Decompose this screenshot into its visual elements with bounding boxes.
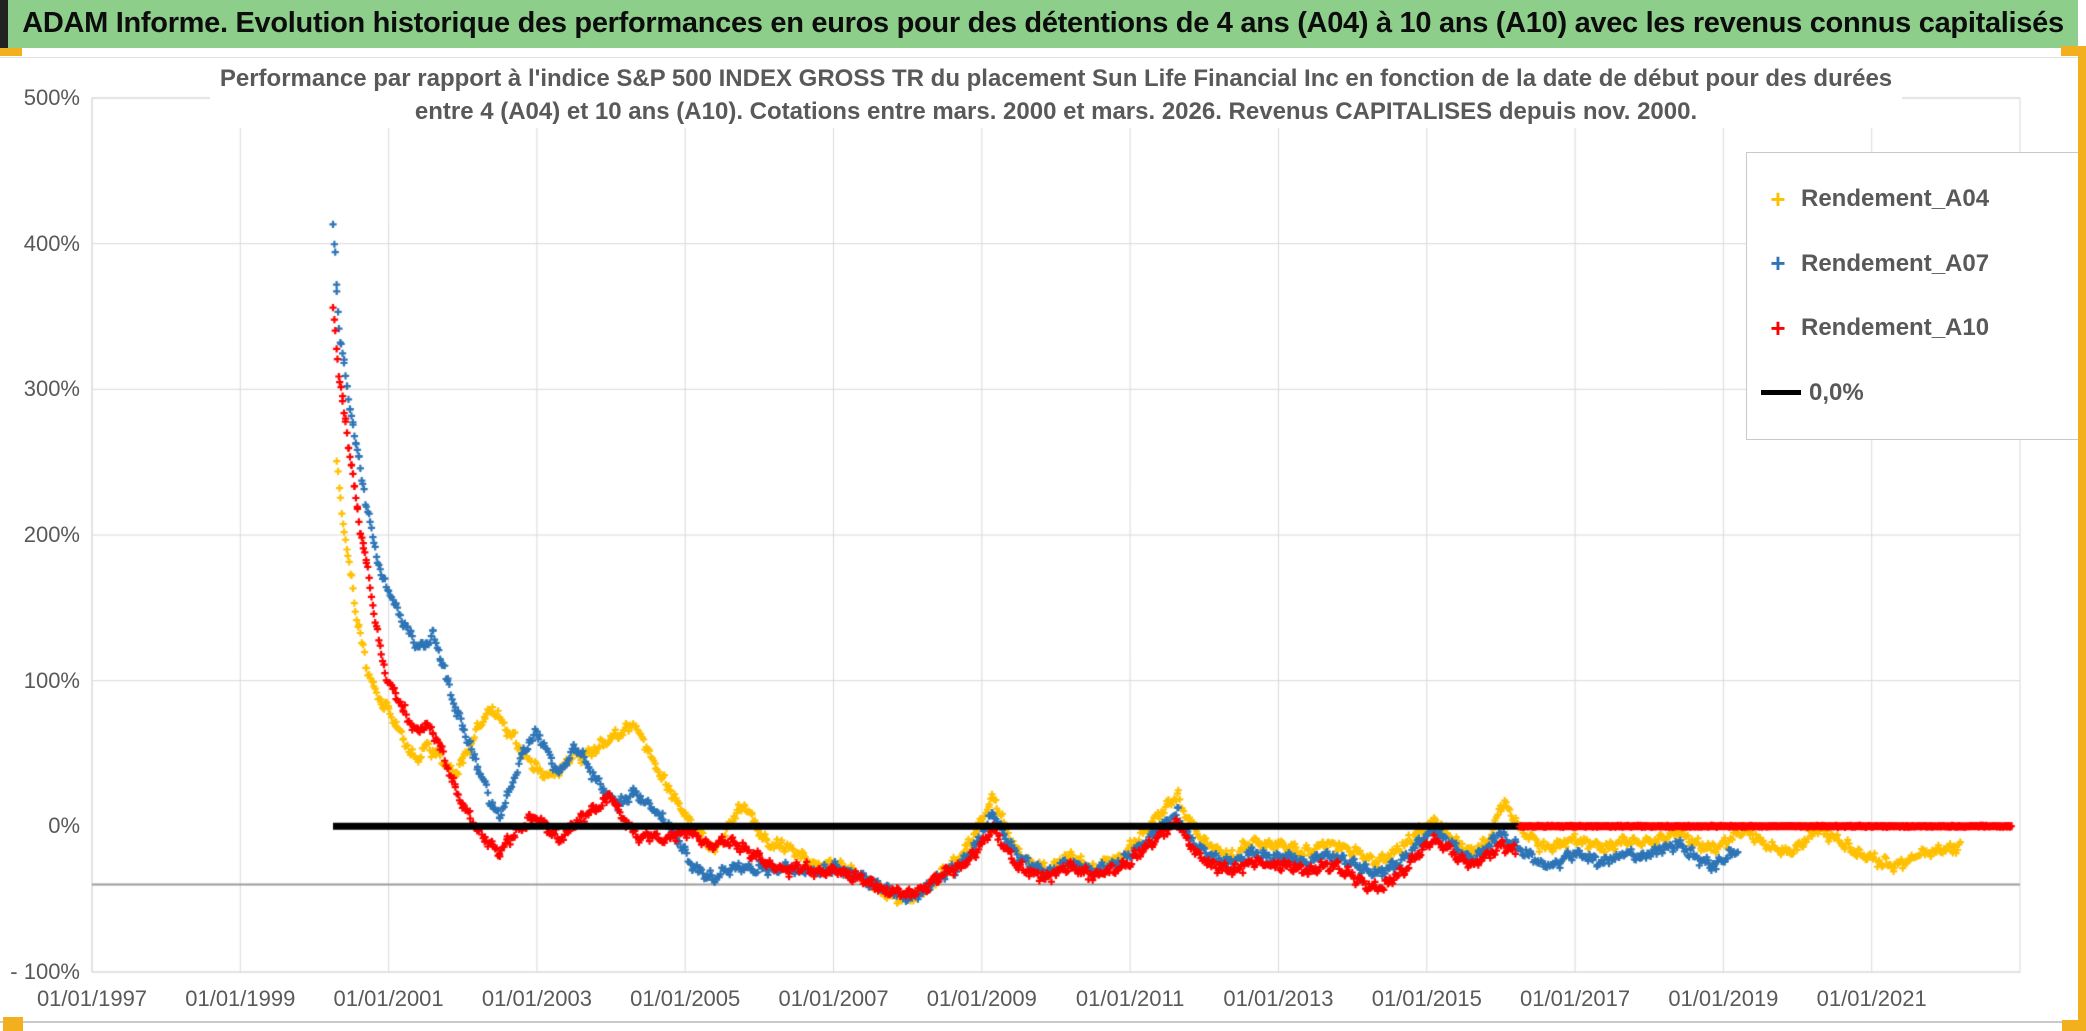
legend-item: 0,0% [1761,367,2079,419]
legend-item: + Rendement_A04 [1761,173,2079,225]
yellow-accent-bottom-left [3,1017,23,1031]
legend-label: 0,0% [1809,378,1864,406]
y-axis-tick-label: 500% [23,85,80,110]
x-axis-tick-label: 01/01/2009 [926,986,1037,1011]
y-axis-tick-label: 0% [48,813,80,839]
legend-label: Rendement_A04 [1801,185,1990,213]
chart-title: Performance par rapport à l'indice S&P 5… [210,62,1902,128]
legend-label: Rendement_A10 [1801,314,1990,342]
x-axis-tick-label: 01/01/2013 [1223,986,1334,1011]
banner [8,0,2078,48]
left-edge-border [0,0,8,52]
legend-plus-marker: + [1770,183,1786,214]
legend-item: + Rendement_A07 [1761,238,2079,290]
x-axis-tick-label: 01/01/1999 [185,986,296,1011]
legend-zero-line-swatch [1761,390,1801,396]
y-axis-tick-label: - 100% [10,959,80,984]
banner-title: ADAM Informe. Evolution historique des p… [22,7,2064,39]
x-axis-tick-label: 01/01/2003 [481,986,592,1011]
y-axis-tick-label: 200% [23,522,80,547]
y-axis-tick-label: 400% [23,230,80,256]
x-axis-tick-label: 01/01/2015 [1371,986,1482,1011]
bottom-border-line [0,1021,2062,1023]
x-axis-tick-label: 01/01/2007 [778,986,889,1011]
x-axis-tick-label: 01/01/2017 [1520,986,1631,1011]
legend-plus-marker: + [1770,248,1786,279]
legend-label: Rendement_A07 [1801,249,1990,277]
x-axis-tick-label: 01/01/1997 [36,986,148,1011]
divider-line [0,57,2086,58]
chart-title-line-1: Performance par rapport à l'indice S&P 5… [219,65,1893,92]
legend-item: + Rendement_A10 [1761,302,2079,354]
legend-plus-marker: + [1770,312,1786,343]
x-axis-tick-label: 01/01/2005 [630,986,741,1011]
chart-legend: + Rendement_A04 + Rendement_A07 + Rendement_A… [1746,152,2080,440]
x-axis-tick-label: 01/01/2011 [1075,986,1185,1011]
x-axis-tick-label: 01/01/2001 [333,986,444,1011]
x-axis-tick-label: 01/01/2019 [1668,986,1779,1011]
y-axis-tick-label: 300% [23,376,80,402]
chart-title-line-2: entre 4 (A04) et 10 ans (A10). Cotations… [414,98,1698,125]
x-axis-tick-label: 01/01/2021 [1816,986,1927,1011]
yellow-accent-bottom-right [2062,1020,2086,1031]
yellow-accent-right-edge [2078,46,2086,1031]
y-axis-tick-label: 100% [23,667,80,693]
yellow-accent-top-left [0,48,22,56]
yellow-accent-top-right [2061,46,2081,56]
